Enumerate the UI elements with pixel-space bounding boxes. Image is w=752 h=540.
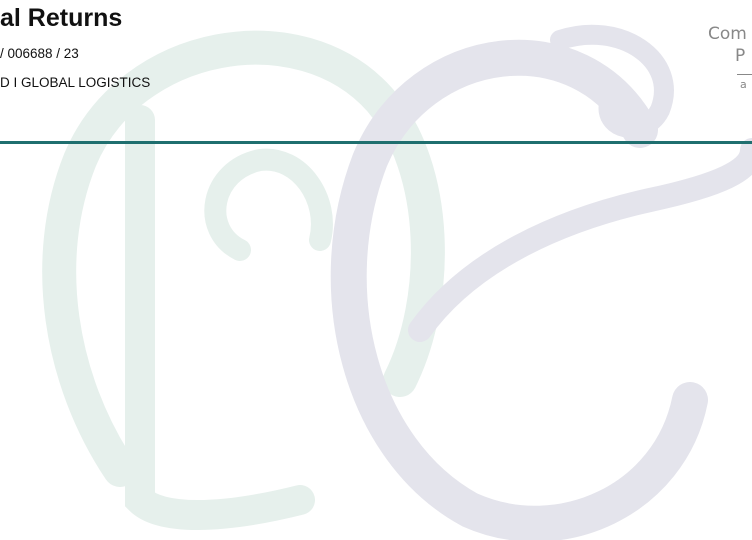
logo-text: P [735,46,746,66]
watermark-d [42,30,445,487]
watermark-c [330,39,708,540]
company: D I GLOBAL LOGISTICS [0,75,151,90]
logo-text: a [740,78,747,91]
title: al Returns [0,4,123,32]
watermark-c-swash [408,138,752,342]
watermark-d-curl [204,148,333,261]
watermark-d-stem [125,105,315,530]
logo-text: Com [708,24,747,44]
logo-rule [737,74,752,75]
watermark-c-curl [550,24,674,138]
reference: / 006688 / 23 [0,46,79,61]
divider [0,141,752,144]
